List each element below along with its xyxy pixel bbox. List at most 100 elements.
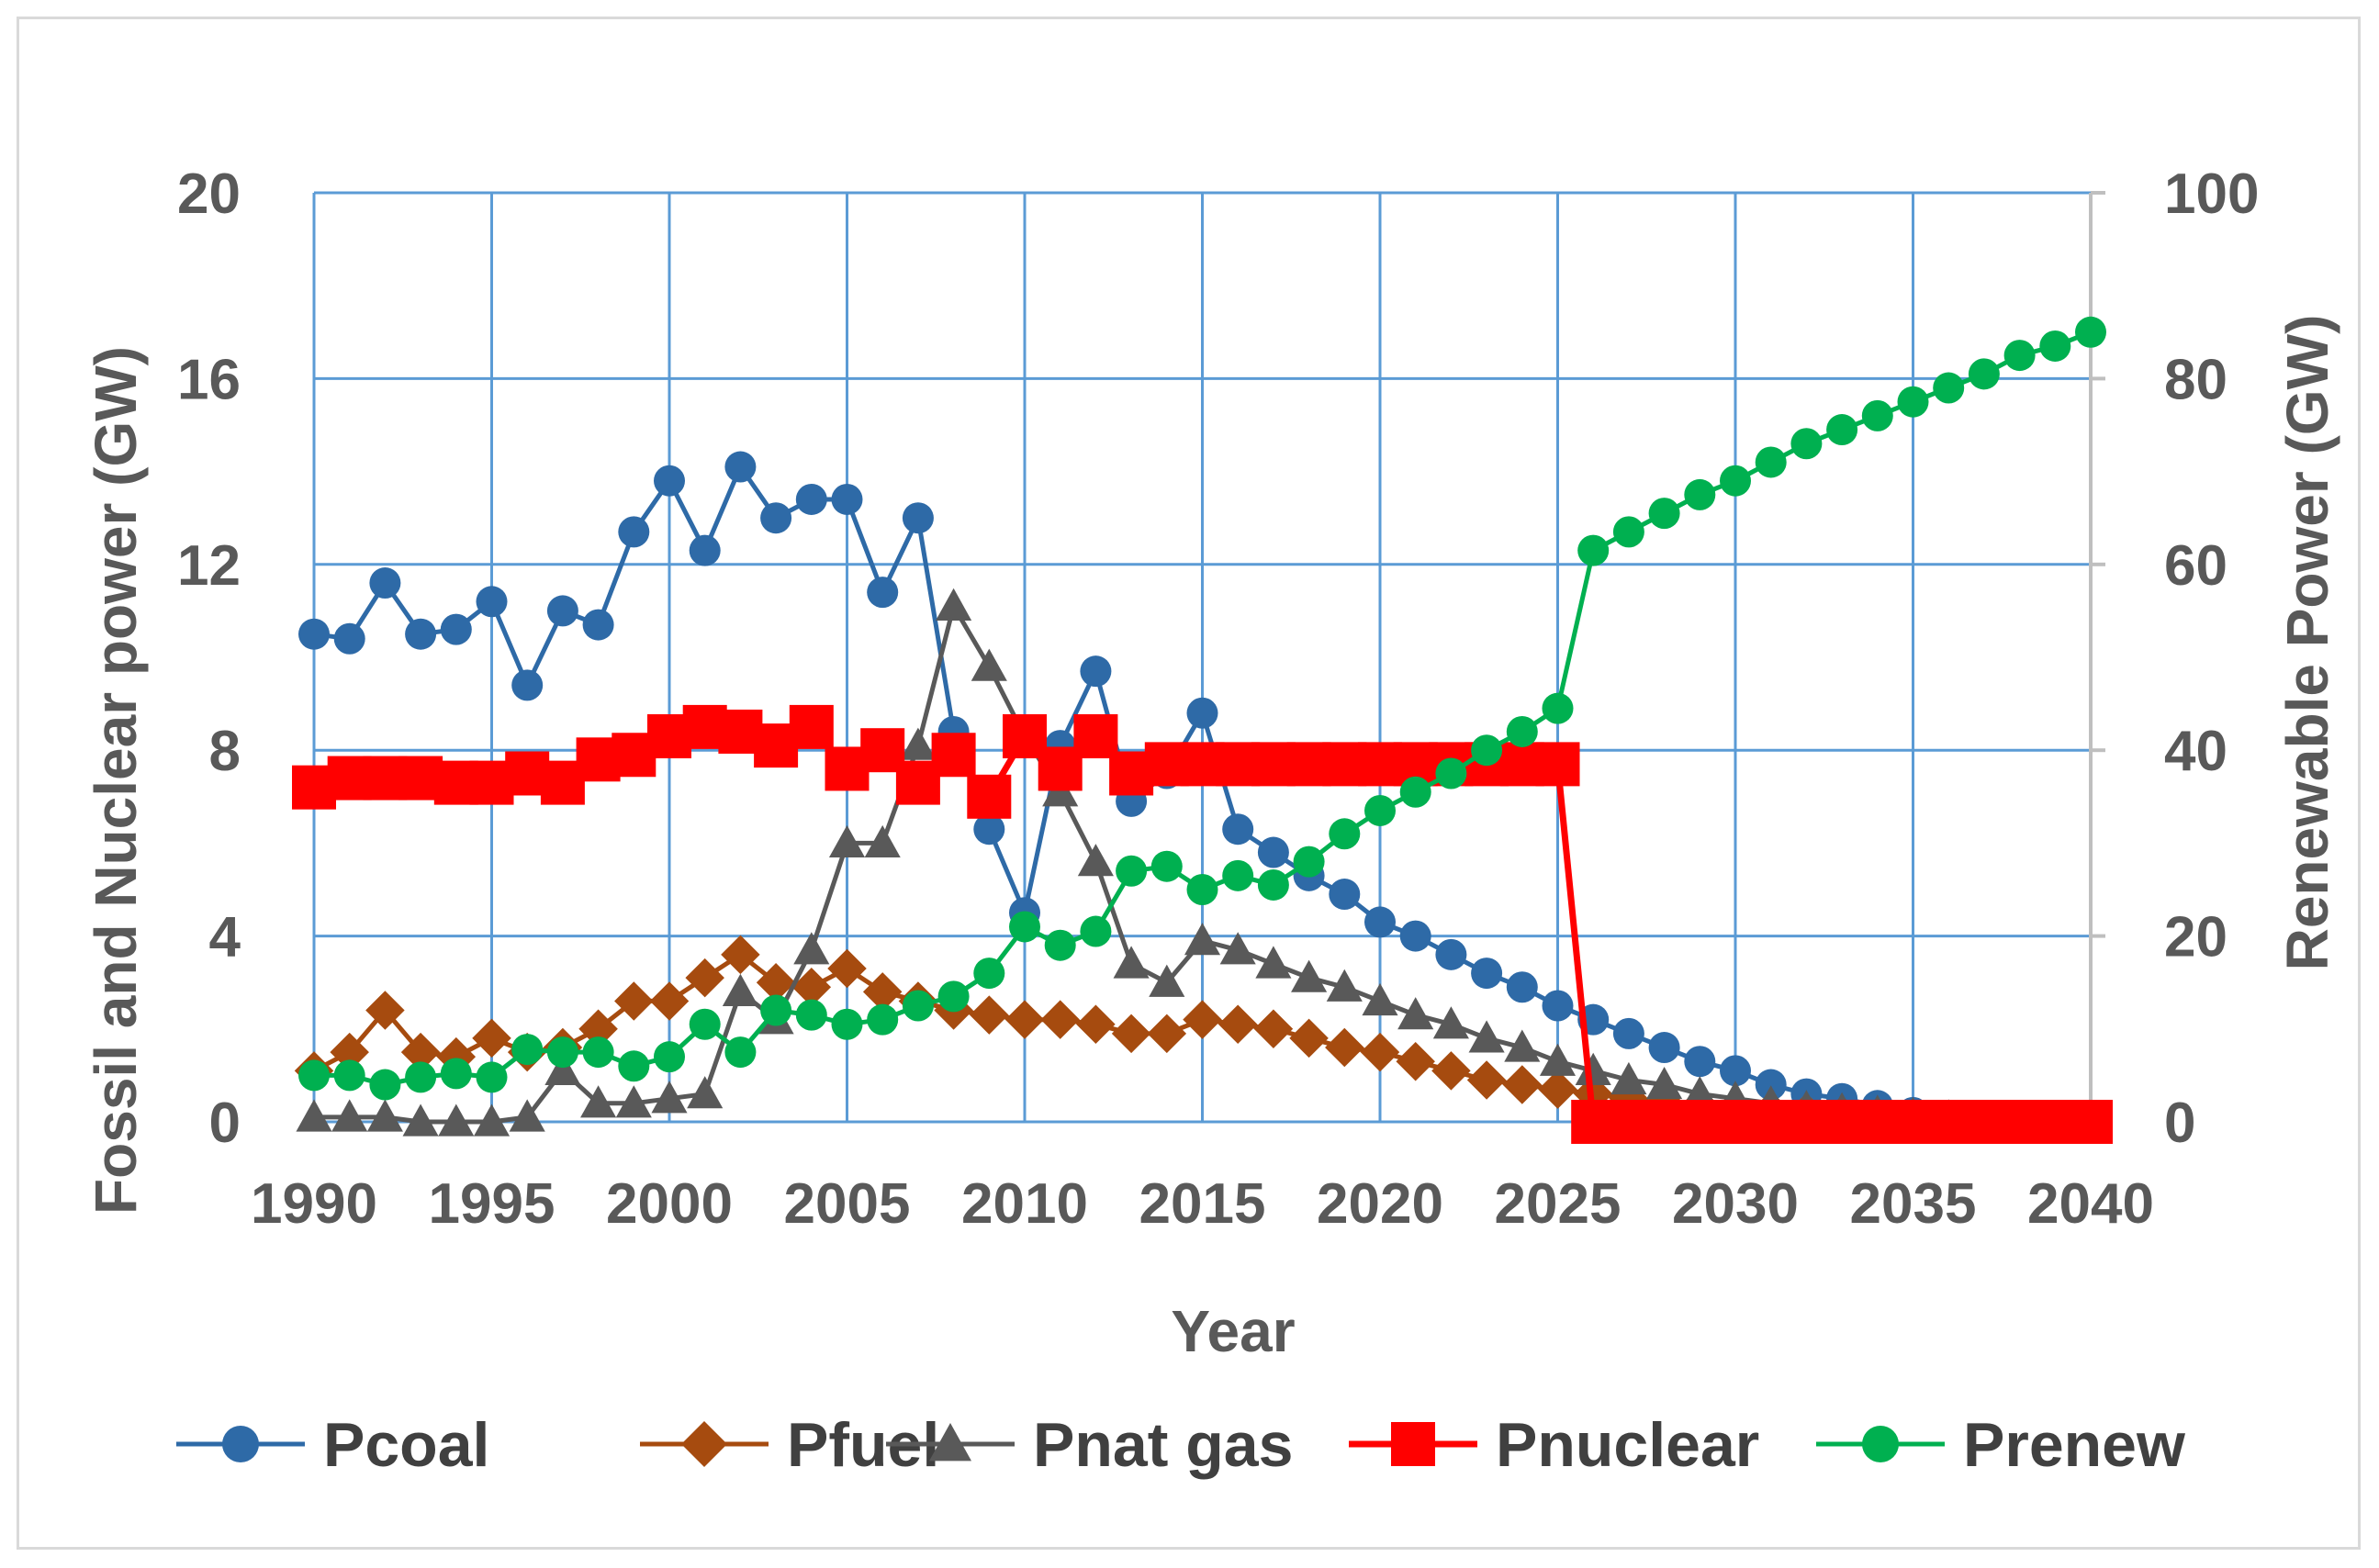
data-point <box>1291 959 1328 992</box>
data-point <box>1684 478 1716 510</box>
data-point <box>1648 1032 1680 1064</box>
data-point <box>1253 1009 1294 1049</box>
data-point <box>931 733 976 778</box>
data-point <box>298 618 330 650</box>
y-left-tick-label: 0 <box>209 1092 241 1155</box>
data-point <box>582 1036 614 1069</box>
data-point <box>1222 859 1254 891</box>
data-point <box>1009 911 1040 943</box>
data-point <box>511 1034 544 1066</box>
data-point <box>1612 516 1644 548</box>
data-point <box>651 1081 688 1114</box>
data-point <box>1186 697 1218 729</box>
data-point <box>1329 818 1361 850</box>
data-point <box>472 1018 511 1058</box>
data-point <box>1506 971 1538 1003</box>
legend-item-pnat-gas: Pnat gas <box>886 1410 1293 1480</box>
data-point <box>789 704 834 749</box>
legend-label: Pnat gas <box>1033 1410 1293 1480</box>
data-point <box>795 483 827 515</box>
data-point <box>689 534 721 566</box>
data-point <box>689 1008 721 1040</box>
data-point <box>369 1069 401 1101</box>
data-point <box>1431 1051 1471 1091</box>
data-point <box>509 1099 545 1132</box>
data-point <box>970 995 1009 1035</box>
data-point <box>546 595 578 627</box>
data-point <box>1186 874 1218 905</box>
data-point <box>1149 964 1185 997</box>
data-point <box>722 973 758 1006</box>
data-point <box>795 999 827 1031</box>
data-point <box>1080 655 1112 688</box>
data-point <box>1577 534 1610 566</box>
data-point <box>366 1099 403 1132</box>
y-left-tick-label: 8 <box>209 720 241 783</box>
data-point <box>582 609 614 641</box>
x-tick-label: 2010 <box>961 1172 1088 1236</box>
y-right-tick-label: 0 <box>2164 1092 2195 1155</box>
data-point <box>618 516 650 548</box>
data-point <box>1222 813 1254 846</box>
y-left-tick-label: 12 <box>177 534 241 598</box>
data-point <box>1364 794 1396 826</box>
legend-marker <box>1391 1422 1435 1466</box>
data-point <box>369 567 401 599</box>
data-point <box>544 1052 581 1085</box>
data-point <box>1466 1060 1507 1100</box>
legend-item-prenew: Prenew <box>1816 1410 2186 1480</box>
data-point <box>330 1032 369 1072</box>
data-point <box>827 948 867 989</box>
data-point <box>1040 1000 1080 1039</box>
data-point <box>405 618 437 650</box>
data-point <box>1111 1014 1151 1054</box>
x-tick-label: 2030 <box>1672 1172 1799 1236</box>
data-point <box>967 774 1012 819</box>
data-point <box>902 502 934 534</box>
data-point <box>1150 850 1183 882</box>
data-point <box>476 1061 508 1093</box>
data-point <box>793 932 830 965</box>
data-point <box>1646 1066 1683 1100</box>
data-point <box>1113 946 1150 979</box>
data-point <box>1790 428 1823 460</box>
data-point <box>724 451 757 483</box>
legend-marker <box>1862 1426 1899 1462</box>
y-left-tick-label: 16 <box>177 348 241 411</box>
data-point <box>654 465 685 497</box>
x-tick-label: 2005 <box>784 1172 911 1236</box>
data-point <box>615 1085 652 1118</box>
data-point <box>724 1036 757 1069</box>
data-point <box>1720 1055 1751 1087</box>
tick-labels: 1990 1995 2000 2005 2010 2015 2020 2025 2030 2035… <box>177 162 2259 1236</box>
y-left-tick-label: 20 <box>177 162 241 226</box>
data-point <box>1219 932 1256 965</box>
data-point <box>1539 1043 1577 1076</box>
data-point <box>1720 465 1751 497</box>
data-point <box>756 962 796 1002</box>
data-point <box>649 981 690 1021</box>
data-point <box>365 991 405 1030</box>
data-point <box>1471 958 1503 990</box>
legend-item-pfuel: Pfuel <box>640 1410 939 1480</box>
series-prenew <box>298 316 2106 1101</box>
data-point <box>618 1050 650 1082</box>
x-tick-label: 1995 <box>429 1172 555 1236</box>
data-point <box>1542 692 1574 724</box>
data-point <box>473 1103 511 1137</box>
data-point <box>511 669 544 701</box>
data-point <box>937 980 970 1013</box>
data-point <box>546 1036 578 1069</box>
legend-label: Prenew <box>1963 1410 2186 1480</box>
y-right-tick-label: 60 <box>2164 534 2228 598</box>
data-point <box>1396 1041 1435 1081</box>
data-point <box>831 1008 863 1040</box>
y-right-tick-label: 20 <box>2164 906 2228 969</box>
data-point <box>1257 868 1289 901</box>
data-point <box>1684 1046 1716 1078</box>
data-point <box>405 1061 437 1093</box>
data-point <box>867 577 899 609</box>
data-point <box>1329 879 1361 911</box>
data-point <box>971 648 1007 681</box>
